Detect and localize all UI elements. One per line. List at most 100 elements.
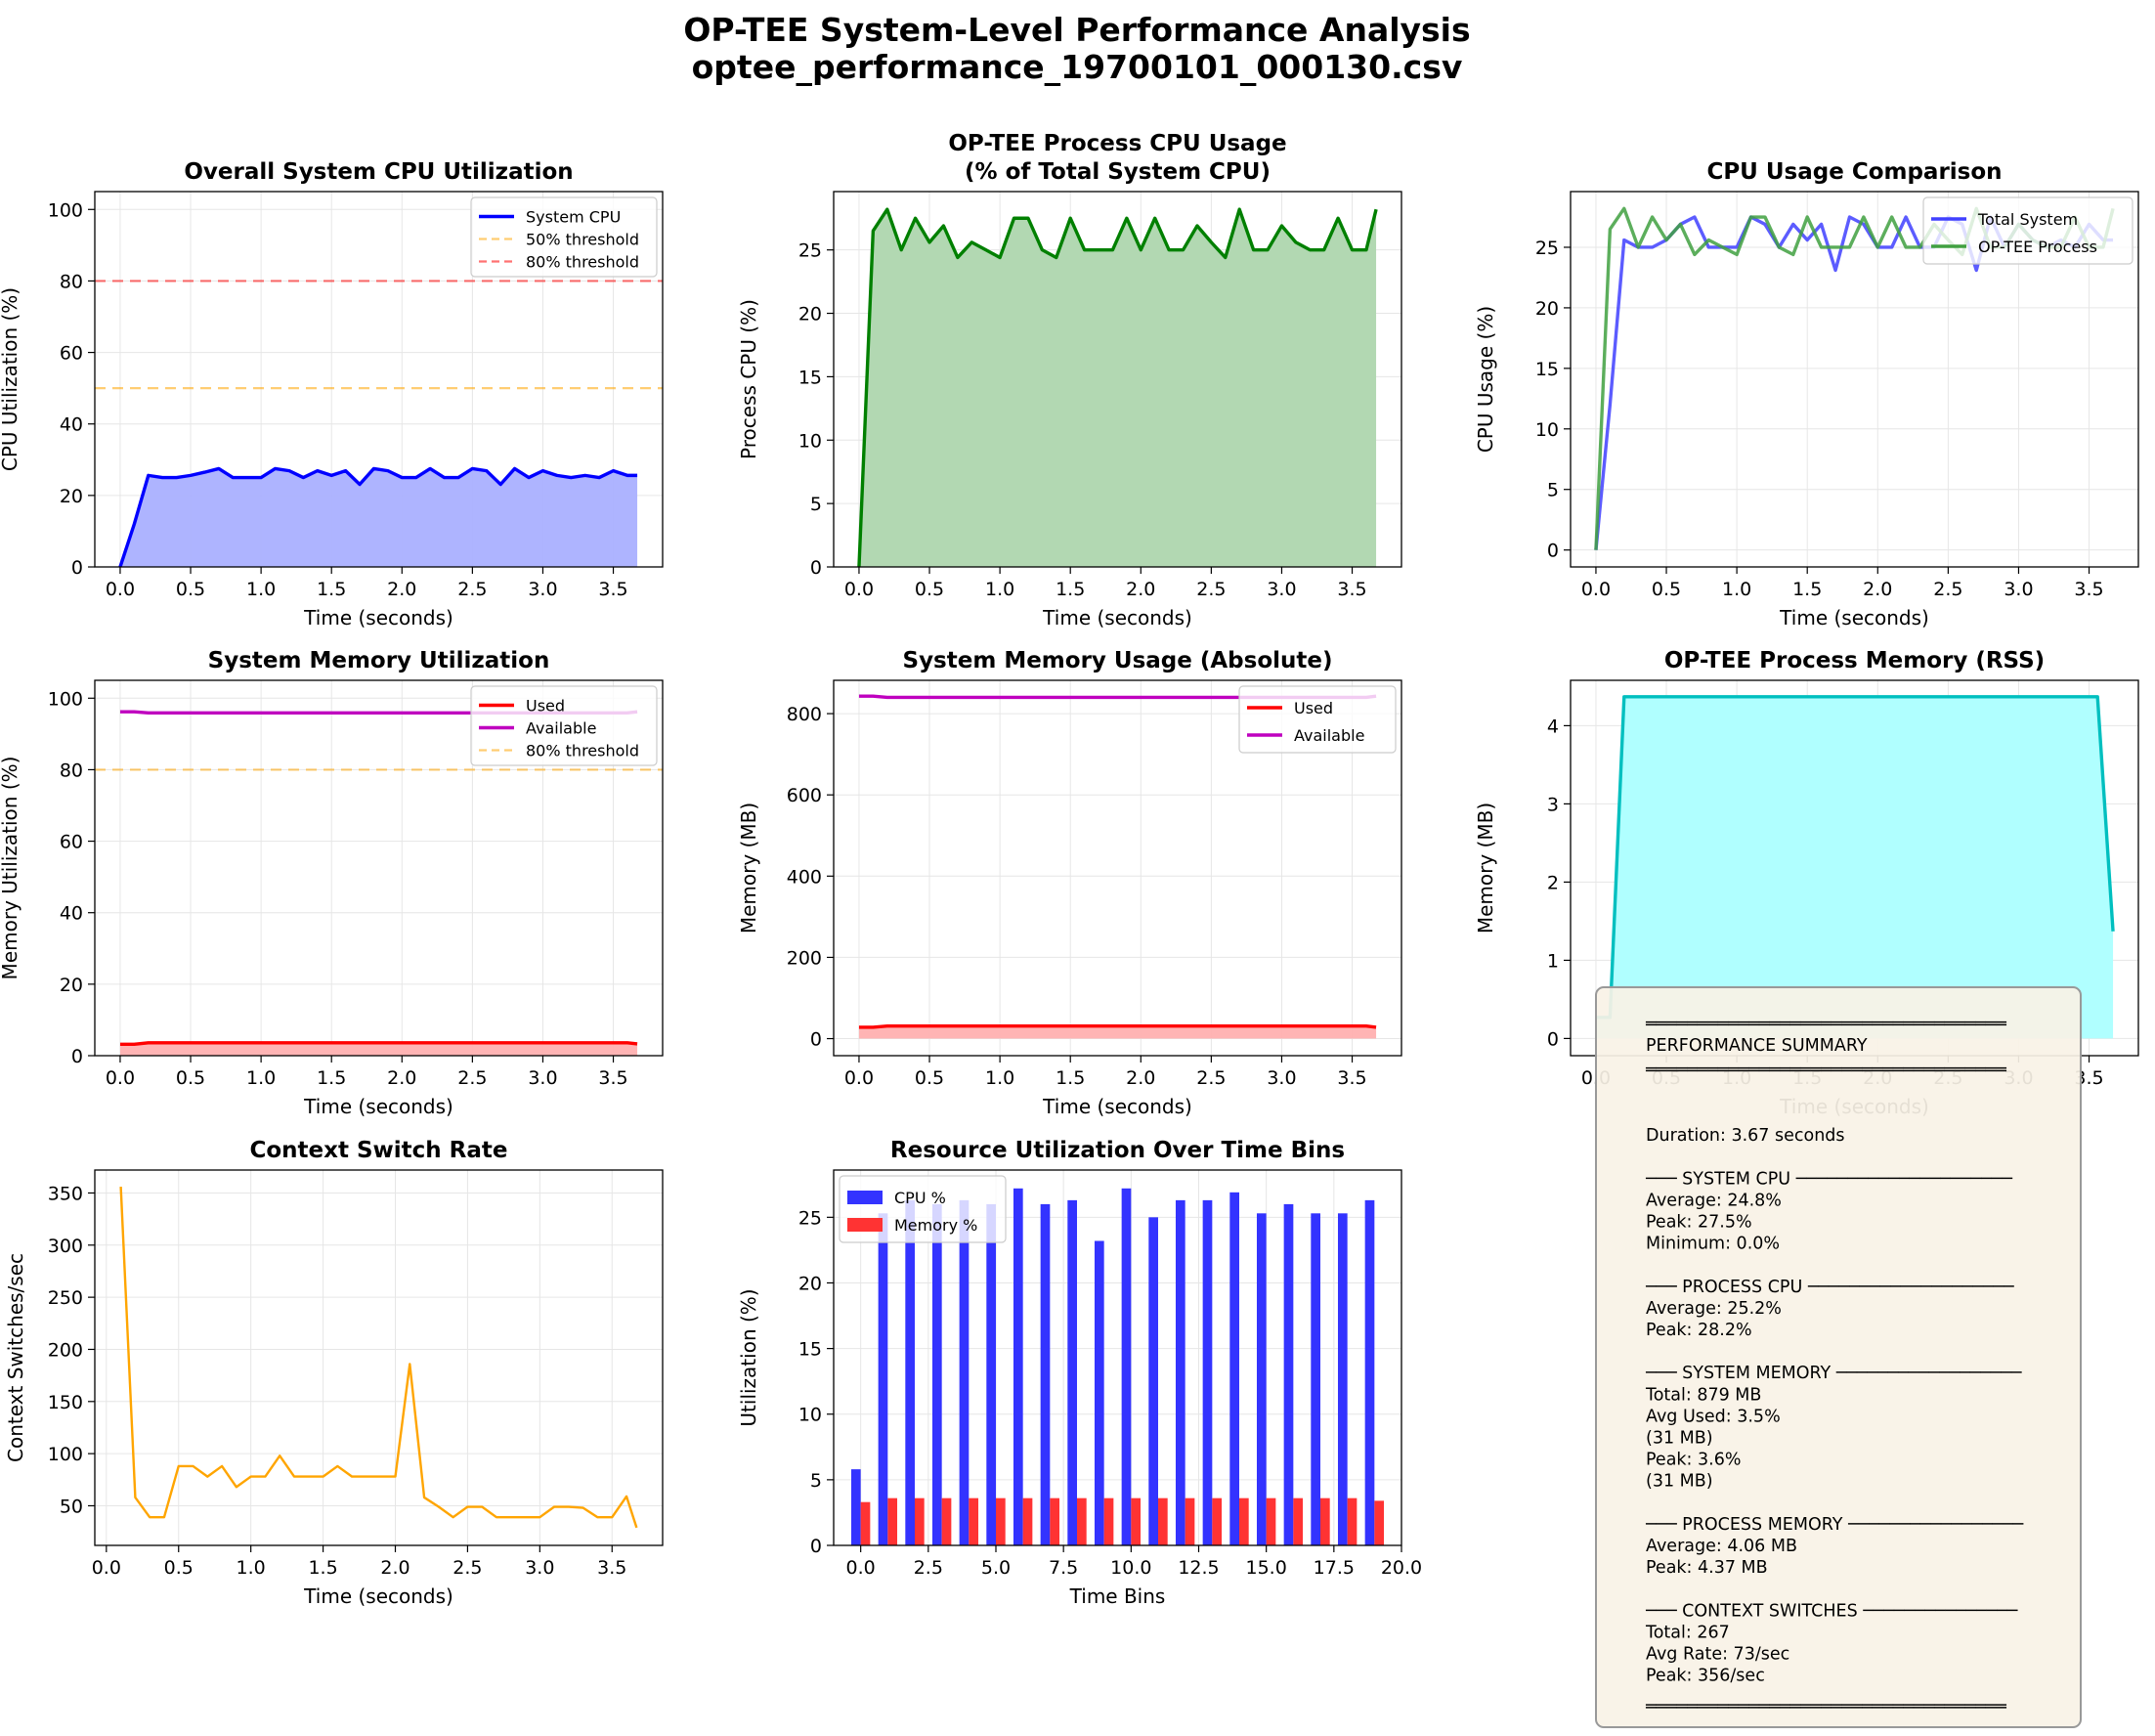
y-tick-label: 15 — [798, 367, 822, 388]
legend-box — [470, 196, 658, 278]
y-tick-label: 250 — [48, 1287, 83, 1309]
x-tick-label: 3.0 — [2004, 579, 2033, 600]
subplot-mem: 0.0 0.5 1.0 1.5 2.0 2.5 3.0 3.5 0 20 40 60 80 100 Time… — [0, 648, 664, 1118]
summary-rule-bottom: ═══════════════════════════════════ — [1645, 1698, 2006, 1717]
bar-cpu — [905, 1199, 915, 1545]
y-axis-label: Memory (MB) — [1474, 803, 1497, 933]
plot-area — [1595, 695, 2115, 1039]
axes-frame — [94, 1169, 664, 1546]
summary-line: Peak: 356/sec — [1646, 1667, 1765, 1686]
x-tick-label: 2.5 — [457, 579, 487, 600]
bar-cpu — [1067, 1199, 1077, 1545]
x-tick-label: 20.0 — [1381, 1557, 1422, 1579]
plot-area — [119, 1187, 638, 1529]
axes-frame — [94, 679, 664, 1057]
y-tick-label: 100 — [48, 199, 83, 221]
subplot-ctx: 0.0 0.5 1.0 1.5 2.0 2.5 3.0 3.5 50 100 150 200 250 30… — [4, 1138, 664, 1608]
subplot-title: Resource Utilization Over Time Bins — [890, 1138, 1345, 1163]
summary-line: Avg Used: 3.5% — [1646, 1407, 1781, 1426]
series-line — [1594, 215, 2114, 550]
gridlines — [95, 1170, 663, 1545]
x-tick-label: 1.5 — [1056, 1067, 1085, 1089]
x-tick-label: 2.5 — [914, 1557, 943, 1579]
x-tick-label: 0.5 — [176, 579, 205, 600]
axes-frame — [1570, 191, 2139, 568]
y-tick-label: 100 — [48, 688, 83, 710]
summary-line: Duration: 3.67 seconds — [1646, 1126, 1845, 1146]
legend-label: Available — [526, 719, 596, 738]
y-tick-label: 0 — [810, 1536, 822, 1557]
x-tick-label: 0.0 — [844, 579, 874, 600]
bar-cpu — [959, 1199, 970, 1545]
x-axis-label: Time (seconds) — [1779, 606, 1929, 629]
y-tick-label: 5 — [810, 494, 822, 515]
y-tick-label: 1 — [1547, 950, 1559, 972]
y-tick-label: 60 — [60, 343, 83, 365]
y-tick-label: 100 — [48, 1444, 83, 1465]
x-tick-label: 1.5 — [317, 579, 346, 600]
bar-cpu — [850, 1469, 861, 1545]
legend-box — [470, 685, 658, 766]
y-tick-label: 40 — [60, 414, 83, 436]
x-tick-label: 2.0 — [1126, 579, 1155, 600]
series-line — [119, 1041, 638, 1046]
x-tick-label: 0.0 — [106, 579, 135, 600]
bar-cpu — [1364, 1199, 1375, 1545]
summary-line: Total: 267 — [1645, 1623, 1730, 1642]
legend: Used Available — [1238, 685, 1397, 754]
summary-line: Peak: 3.6% — [1646, 1451, 1741, 1470]
x-tick-label: 3.5 — [1337, 1067, 1366, 1089]
y-tick-label: 5 — [810, 1470, 822, 1492]
y-tick-label: 80 — [60, 760, 83, 781]
subplot-title-line2: (% of Total System CPU) — [965, 159, 1271, 185]
summary-line: Peak: 28.2% — [1646, 1321, 1752, 1340]
x-tick-label: 2.5 — [1196, 1067, 1226, 1089]
plot-area — [857, 207, 1378, 567]
x-tick-label: 1.5 — [1792, 579, 1822, 600]
bar-cpu — [931, 1203, 942, 1545]
summary-line: Total: 879 MB — [1645, 1385, 1761, 1405]
bar-cpu — [1094, 1240, 1104, 1545]
bar-memory — [1077, 1497, 1087, 1545]
x-tick-label: 0.0 — [846, 1557, 876, 1579]
x-tick-label: 10.0 — [1110, 1557, 1151, 1579]
x-tick-label: 2.0 — [387, 579, 416, 600]
summary-line: ─── PROCESS MEMORY ───────────────── — [1645, 1515, 2024, 1535]
y-tick-label: 40 — [60, 903, 83, 925]
x-tick-label: 12.5 — [1178, 1557, 1219, 1579]
x-tick-label: 2.5 — [1933, 579, 1962, 600]
summary-line: ─── PROCESS CPU ──────────────────── — [1645, 1278, 2014, 1297]
summary-line: ─── SYSTEM MEMORY ────────────────── — [1645, 1364, 2022, 1383]
bar-memory — [1266, 1497, 1276, 1545]
y-tick-label: 0 — [1547, 541, 1559, 562]
summary-line: PERFORMANCE SUMMARY — [1646, 1036, 1868, 1056]
bar-memory — [1239, 1497, 1249, 1545]
subplot-cmp: 0.0 0.5 1.0 1.5 2.0 2.5 3.0 3.5 0 5 10 15 20 25 Time (… — [1474, 159, 2139, 629]
axes-frame — [833, 191, 1402, 568]
y-tick-label: 200 — [48, 1339, 83, 1361]
summary-rule-top: ═══════════════════════════════════ — [1645, 1015, 2006, 1034]
area-fill — [119, 1042, 638, 1056]
area-fill — [1595, 696, 2114, 1039]
subplot-cpu: 0.0 0.5 1.0 1.5 2.0 2.5 3.0 3.5 0 20 40 60 80 100 Time… — [0, 159, 664, 629]
bar-cpu — [1175, 1199, 1185, 1545]
bar-memory — [1022, 1497, 1033, 1545]
x-tick-label: 0.5 — [1652, 579, 1681, 600]
legend-label: Used — [526, 697, 565, 716]
axes-frame — [94, 191, 664, 568]
bar-memory — [1347, 1497, 1358, 1545]
area-fill — [858, 1025, 1377, 1039]
y-tick-label: 0 — [1547, 1028, 1559, 1050]
x-tick-label: 3.0 — [1267, 579, 1296, 600]
summary-line: ─── SYSTEM CPU ───────────────────── — [1645, 1169, 2012, 1189]
y-tick-label: 0 — [810, 557, 822, 579]
x-tick-label: 2.0 — [380, 1557, 409, 1579]
x-tick-label: 1.0 — [985, 1067, 1014, 1089]
bar-cpu — [1311, 1213, 1320, 1545]
subplot-title: CPU Usage Comparison — [1706, 159, 2002, 185]
y-axis-label: CPU Utilization (%) — [0, 287, 22, 471]
x-axis-label: Time (seconds) — [303, 606, 453, 629]
bar-cpu — [1202, 1199, 1213, 1545]
y-tick-label: 800 — [787, 704, 822, 725]
subplot-title: System Memory Utilization — [208, 648, 550, 673]
